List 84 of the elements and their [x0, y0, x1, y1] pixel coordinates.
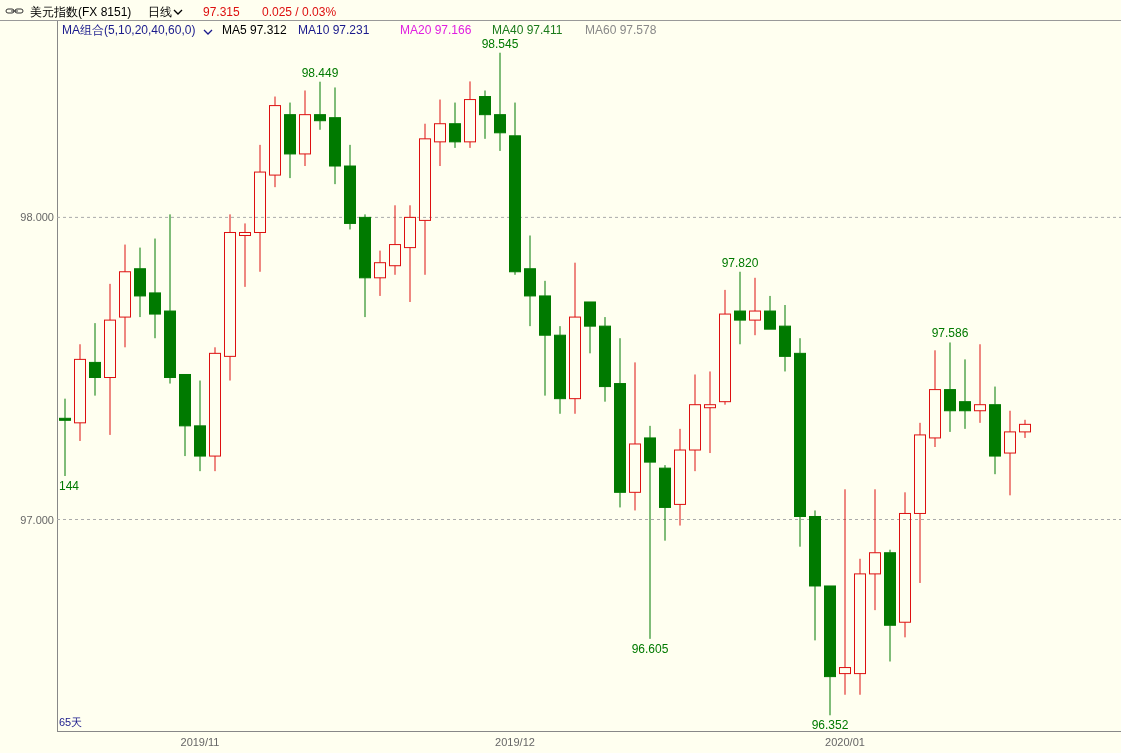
chart-title: 美元指数(FX 8151) [30, 5, 132, 19]
annotation: MA组合(5,10,20,40,60,0) [62, 23, 196, 37]
candlestick [659, 464, 671, 542]
candlestick [389, 204, 401, 276]
candlestick [959, 358, 971, 430]
candlestick [74, 343, 86, 442]
y-tick-label: 98.000 [20, 211, 54, 224]
candlestick [839, 488, 851, 696]
annotation: MA5 97.312 [222, 23, 288, 37]
candlestick [974, 343, 986, 424]
candlestick [779, 304, 791, 372]
candlestick [314, 81, 326, 131]
candlestick [479, 89, 491, 140]
candlestick [299, 89, 311, 167]
candlestick [644, 425, 656, 640]
candlestick [719, 289, 731, 406]
text: 0.025 / 0.03% [262, 5, 337, 19]
candlestick [599, 316, 611, 403]
candlestick [674, 428, 686, 527]
annotation: 98.449 [301, 65, 339, 80]
candlestick [449, 102, 461, 149]
x-tick-label: 2020/01 [825, 736, 865, 748]
candlestick [329, 86, 341, 185]
candlestick [899, 491, 911, 638]
candlestick [464, 80, 476, 149]
candlestick [89, 322, 101, 397]
candlestick [164, 213, 176, 385]
candlestick [404, 204, 416, 303]
candlestick [539, 280, 551, 397]
candlestick [989, 386, 1001, 475]
candlestick [254, 144, 266, 273]
annotation: 98.545 [481, 36, 519, 51]
annotation: MA60 97.578 [585, 23, 657, 37]
candlestick [704, 370, 716, 454]
candlestick [194, 380, 206, 472]
candlestick [554, 325, 566, 415]
candlestick [1004, 410, 1016, 496]
candlestick [869, 488, 881, 611]
candlestick [209, 346, 221, 472]
x-tick-label: 2019/12 [495, 736, 535, 748]
candlestick [509, 102, 521, 276]
annotation: 96.605 [631, 641, 669, 656]
annotation: MA10 97.231 [298, 23, 370, 37]
candlestick [119, 244, 131, 348]
x-tick-label: 2019/11 [180, 736, 220, 748]
annotation: 97.586 [931, 326, 969, 341]
candlestick [929, 349, 941, 448]
annotation: MA20 97.166 [400, 23, 472, 37]
candlestick [149, 238, 161, 339]
candlestick [524, 235, 536, 327]
annotation: 97.820 [721, 255, 759, 270]
candlestick [134, 247, 146, 318]
candlestick [359, 213, 371, 318]
candlestick [344, 144, 356, 230]
annotation: 65天 [59, 716, 83, 728]
candlestick [614, 337, 626, 508]
candlestick [809, 509, 821, 641]
candlestick [419, 123, 431, 276]
candlestick [59, 398, 71, 477]
candlestick [224, 213, 236, 382]
candlestick [374, 250, 386, 297]
candlestick [104, 283, 116, 436]
candlestick [914, 422, 926, 584]
candlestick [794, 337, 806, 548]
candlestick [239, 222, 251, 288]
candlestick [749, 277, 761, 336]
y-tick-label: 97.000 [20, 513, 54, 526]
annotation: MA40 97.411 [492, 23, 563, 37]
candlestick [944, 341, 956, 433]
text: 97.315 [203, 5, 241, 19]
candlestick [269, 96, 281, 188]
candlestick [629, 361, 641, 511]
candlestick [689, 373, 701, 472]
candlestick [434, 99, 446, 167]
candlestick [284, 102, 296, 179]
candlestick [854, 558, 866, 696]
candlestick [734, 271, 746, 345]
annotation: 144 [59, 479, 80, 493]
candlestick [1019, 419, 1031, 439]
annotation: 96.352 [811, 718, 849, 733]
candlestick [569, 262, 581, 415]
candlestick [884, 549, 896, 663]
chart-subtitle: 日线 [148, 5, 172, 19]
candlestick [494, 52, 506, 152]
